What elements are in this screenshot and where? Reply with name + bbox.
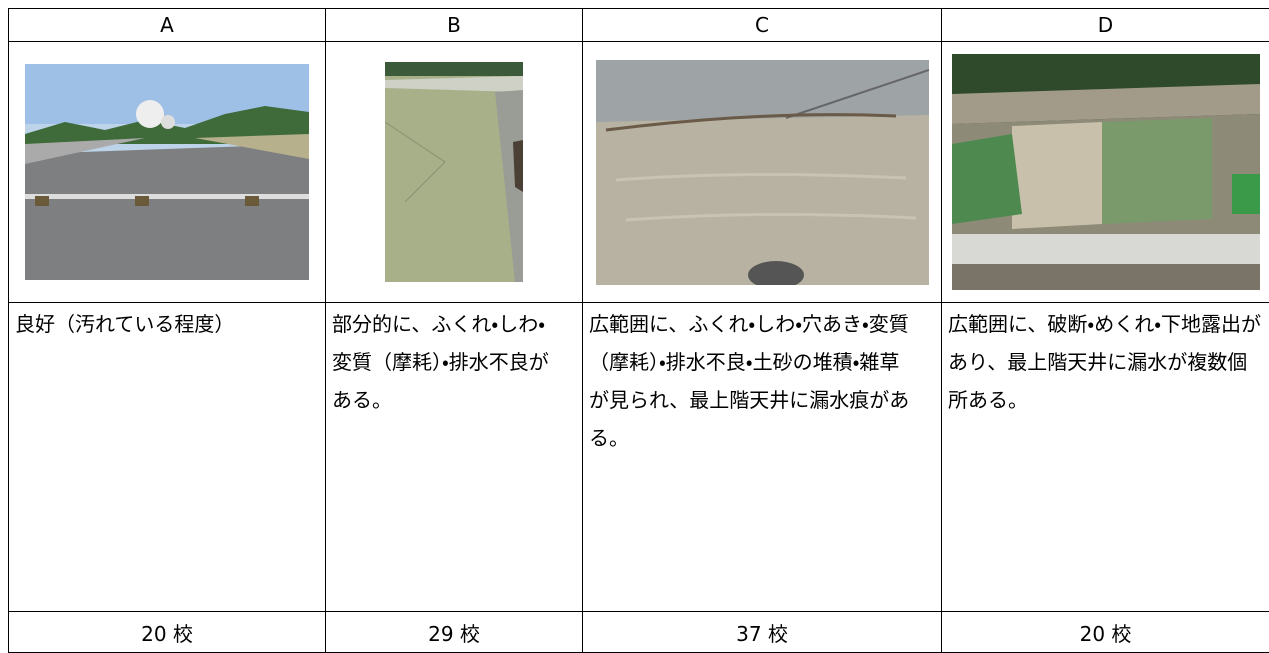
photo-cell [9, 42, 326, 303]
photo-cell [942, 42, 1269, 303]
photo-cell [583, 42, 942, 303]
header-cell: B [326, 9, 583, 42]
condition-table: A B C D [8, 8, 1269, 653]
description-cell: 広範囲に、破断・めくれ・下地露出があり、最上階天井に漏水が複数個所ある。 [942, 303, 1269, 612]
header-cell: A [9, 9, 326, 42]
header-cell: C [583, 9, 942, 42]
photo-cell [326, 42, 583, 303]
count-cell: 37 校 [583, 612, 942, 653]
description-cell: 良好（汚れている程度） [9, 303, 326, 612]
description-row: 良好（汚れている程度） 部分的に、ふくれ・しわ・変質（摩耗）・排水不良がある。 … [9, 303, 1269, 612]
description-cell: 部分的に、ふくれ・しわ・変質（摩耗）・排水不良がある。 [326, 303, 583, 612]
description-cell: 広範囲に、ふくれ・しわ・穴あき・変質（摩耗）・排水不良・土砂の堆積・雑草が見られ… [583, 303, 942, 612]
count-cell: 29 校 [326, 612, 583, 653]
photo-c [596, 60, 929, 285]
header-row: A B C D [9, 9, 1269, 42]
count-cell: 20 校 [942, 612, 1269, 653]
photo-a [25, 64, 309, 280]
photo-b [385, 62, 523, 282]
count-row: 20 校 29 校 37 校 20 校 [9, 612, 1269, 653]
photo-d [952, 54, 1260, 290]
photo-row [9, 42, 1269, 303]
header-cell: D [942, 9, 1269, 42]
count-cell: 20 校 [9, 612, 326, 653]
